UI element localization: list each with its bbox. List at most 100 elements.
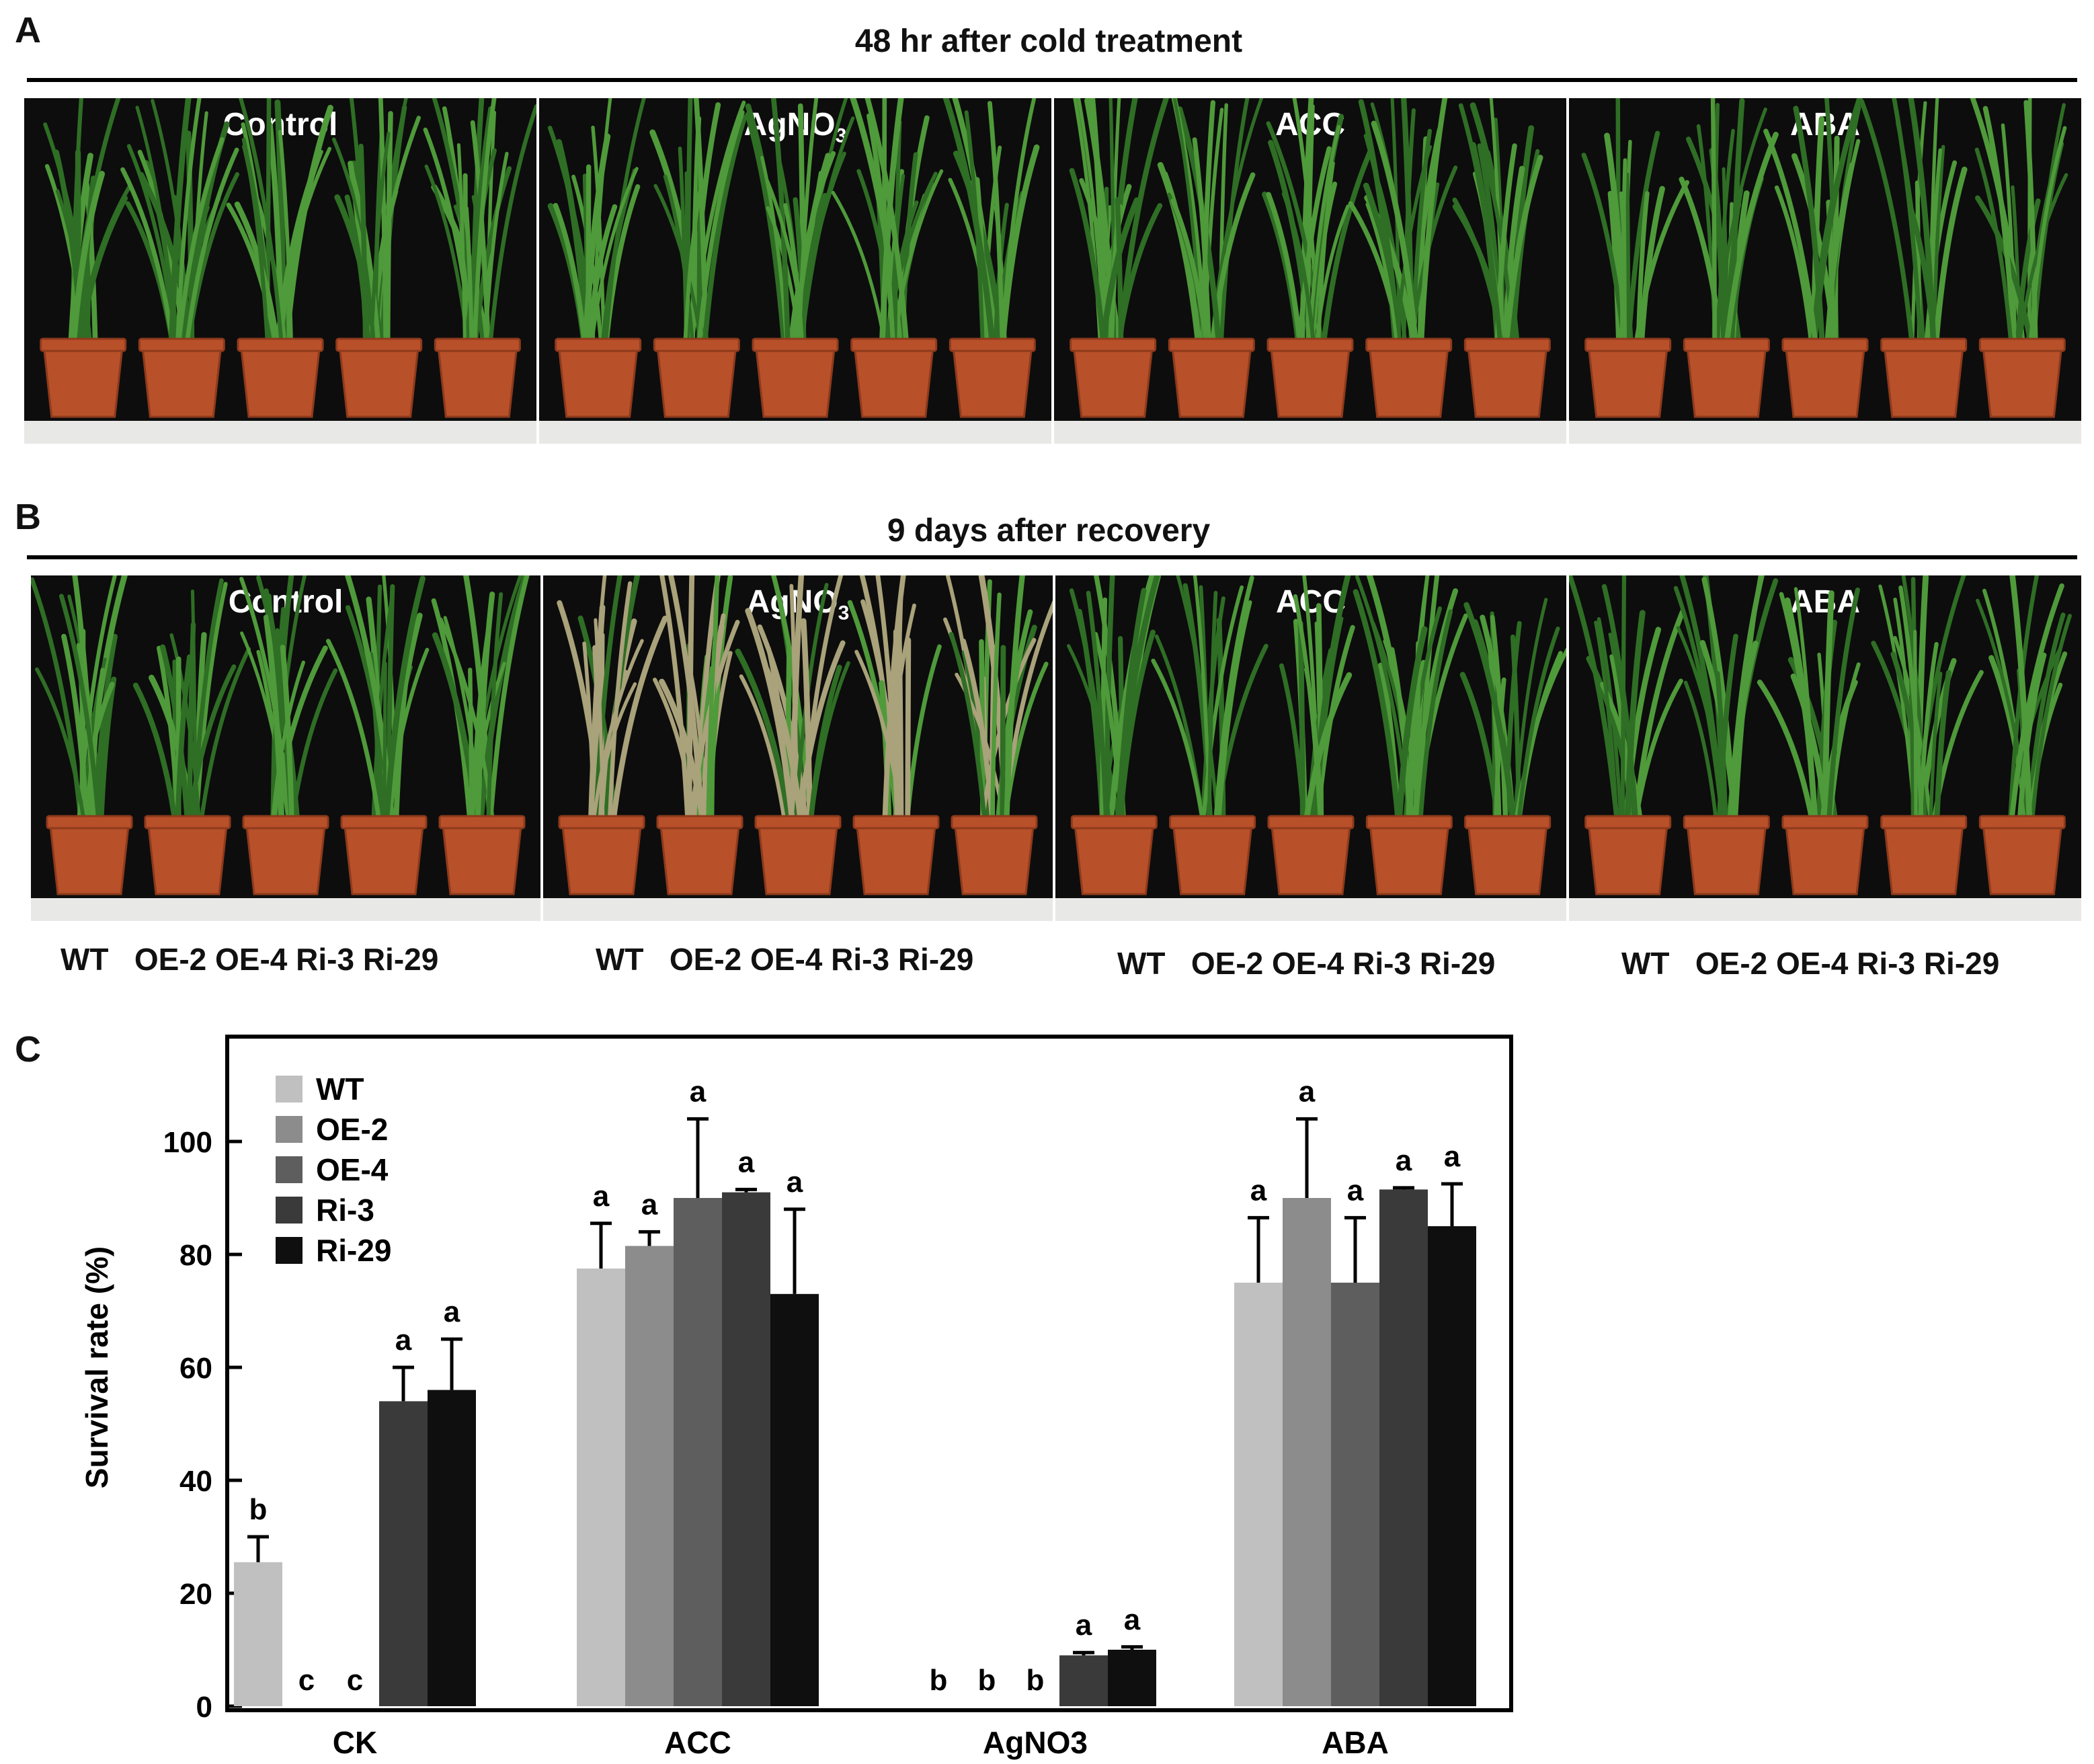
photo-b-aba: ABA bbox=[1569, 575, 2081, 921]
genotype-labels-4: WT OE-2 OE-4 Ri-3 Ri-29 bbox=[1621, 946, 2000, 981]
leaf bbox=[1192, 137, 1211, 350]
leaf bbox=[1099, 197, 1140, 350]
leaf bbox=[1207, 590, 1218, 826]
leaf bbox=[1625, 172, 1631, 349]
x-category-label: ABA bbox=[1322, 1725, 1389, 1760]
leaf bbox=[369, 131, 391, 349]
photo-a-agno3: AgNO3 bbox=[539, 98, 1051, 444]
bench-floor bbox=[31, 898, 540, 921]
leaf bbox=[739, 674, 787, 826]
leaf bbox=[70, 171, 106, 350]
bar bbox=[1059, 1655, 1108, 1706]
leaf bbox=[1394, 145, 1433, 349]
pot-rim bbox=[653, 337, 740, 352]
leaf bbox=[1079, 177, 1122, 350]
leaf bbox=[393, 652, 412, 828]
leaf bbox=[854, 649, 905, 826]
leaf bbox=[706, 640, 717, 827]
leaf bbox=[1408, 575, 1430, 826]
panel-b-title: 9 days after recovery bbox=[887, 513, 1211, 549]
plant-pot bbox=[1367, 342, 1450, 418]
leaf bbox=[198, 647, 251, 827]
significance-letter: c bbox=[347, 1664, 363, 1697]
plant-pot bbox=[1981, 342, 2064, 418]
legend-label: OE-4 bbox=[316, 1152, 389, 1187]
x-category-label: AgNO3 bbox=[983, 1725, 1088, 1760]
plants-illustration bbox=[1581, 98, 2068, 418]
leaf bbox=[1763, 128, 1819, 350]
leaf bbox=[1201, 585, 1244, 826]
leaf bbox=[1390, 647, 1413, 827]
leaf bbox=[1217, 103, 1228, 349]
leaf bbox=[472, 98, 497, 350]
plant-pot bbox=[953, 819, 1035, 895]
leaf bbox=[1516, 626, 1560, 827]
bar bbox=[1331, 1283, 1379, 1706]
significance-letter: a bbox=[1396, 1144, 1412, 1177]
leaf bbox=[1371, 120, 1419, 350]
pot-rim bbox=[852, 815, 940, 830]
leaf bbox=[2017, 173, 2068, 349]
plant-pot bbox=[245, 819, 327, 895]
significance-letter: a bbox=[641, 1188, 658, 1221]
legend-swatch bbox=[276, 1156, 303, 1183]
leaf bbox=[961, 638, 996, 827]
leaf bbox=[2028, 126, 2067, 349]
leaf bbox=[1293, 594, 1323, 827]
plant-pot bbox=[1466, 342, 1549, 418]
leaf bbox=[1401, 108, 1416, 350]
photo-b-acc: ACC bbox=[1055, 575, 1566, 921]
leaf bbox=[344, 194, 371, 350]
plant-pot bbox=[1685, 342, 1768, 418]
leaf bbox=[847, 600, 900, 827]
leaf bbox=[240, 631, 290, 826]
bench-floor bbox=[539, 421, 1051, 444]
leaf bbox=[1099, 597, 1108, 827]
leaf bbox=[1974, 147, 2014, 350]
leaf bbox=[120, 167, 176, 350]
bar bbox=[770, 1293, 819, 1706]
leaf bbox=[586, 164, 592, 350]
leaf bbox=[53, 149, 85, 350]
leaf bbox=[1824, 162, 1855, 350]
plant-pot bbox=[1882, 342, 1965, 418]
leaf bbox=[385, 111, 393, 350]
pot-rim bbox=[40, 337, 127, 352]
leaf bbox=[659, 575, 690, 827]
plant-pot bbox=[140, 342, 223, 418]
pot-rim bbox=[754, 815, 842, 830]
plant-pot bbox=[1072, 342, 1154, 418]
leaf bbox=[184, 147, 239, 350]
photo-b-control: Control bbox=[31, 575, 540, 921]
leaf bbox=[770, 98, 791, 350]
plant-pot bbox=[1170, 342, 1253, 418]
significance-letter: a bbox=[1299, 1075, 1316, 1108]
leaf bbox=[987, 101, 1005, 350]
leaf bbox=[175, 98, 202, 350]
leaf bbox=[238, 98, 284, 349]
plant-pot bbox=[1784, 342, 1866, 418]
leaf bbox=[1722, 167, 1729, 349]
plant-pot bbox=[1882, 819, 1965, 895]
leaf bbox=[809, 661, 850, 826]
pot-rim bbox=[558, 815, 645, 830]
significance-letter: a bbox=[395, 1324, 412, 1357]
leaf bbox=[169, 633, 202, 826]
pot-rim bbox=[1365, 337, 1453, 352]
significance-letter: a bbox=[1250, 1174, 1267, 1207]
leaf bbox=[1892, 98, 1923, 350]
leaf bbox=[1933, 670, 1952, 828]
leaf bbox=[175, 654, 192, 827]
leaf bbox=[696, 110, 745, 350]
legend-swatch bbox=[276, 1197, 303, 1224]
leaf bbox=[1396, 626, 1428, 828]
leaf bbox=[1493, 677, 1506, 827]
leaf bbox=[1413, 613, 1468, 827]
genotype-labels-3: WT OE-2 OE-4 Ri-3 Ri-29 bbox=[1117, 946, 1496, 981]
leaf bbox=[1625, 130, 1660, 350]
leaf bbox=[1713, 107, 1767, 349]
leaf bbox=[1636, 191, 1650, 350]
significance-letter: a bbox=[787, 1166, 803, 1199]
genotype-labels-2: WT OE-2 OE-4 Ri-3 Ri-29 bbox=[596, 942, 974, 977]
